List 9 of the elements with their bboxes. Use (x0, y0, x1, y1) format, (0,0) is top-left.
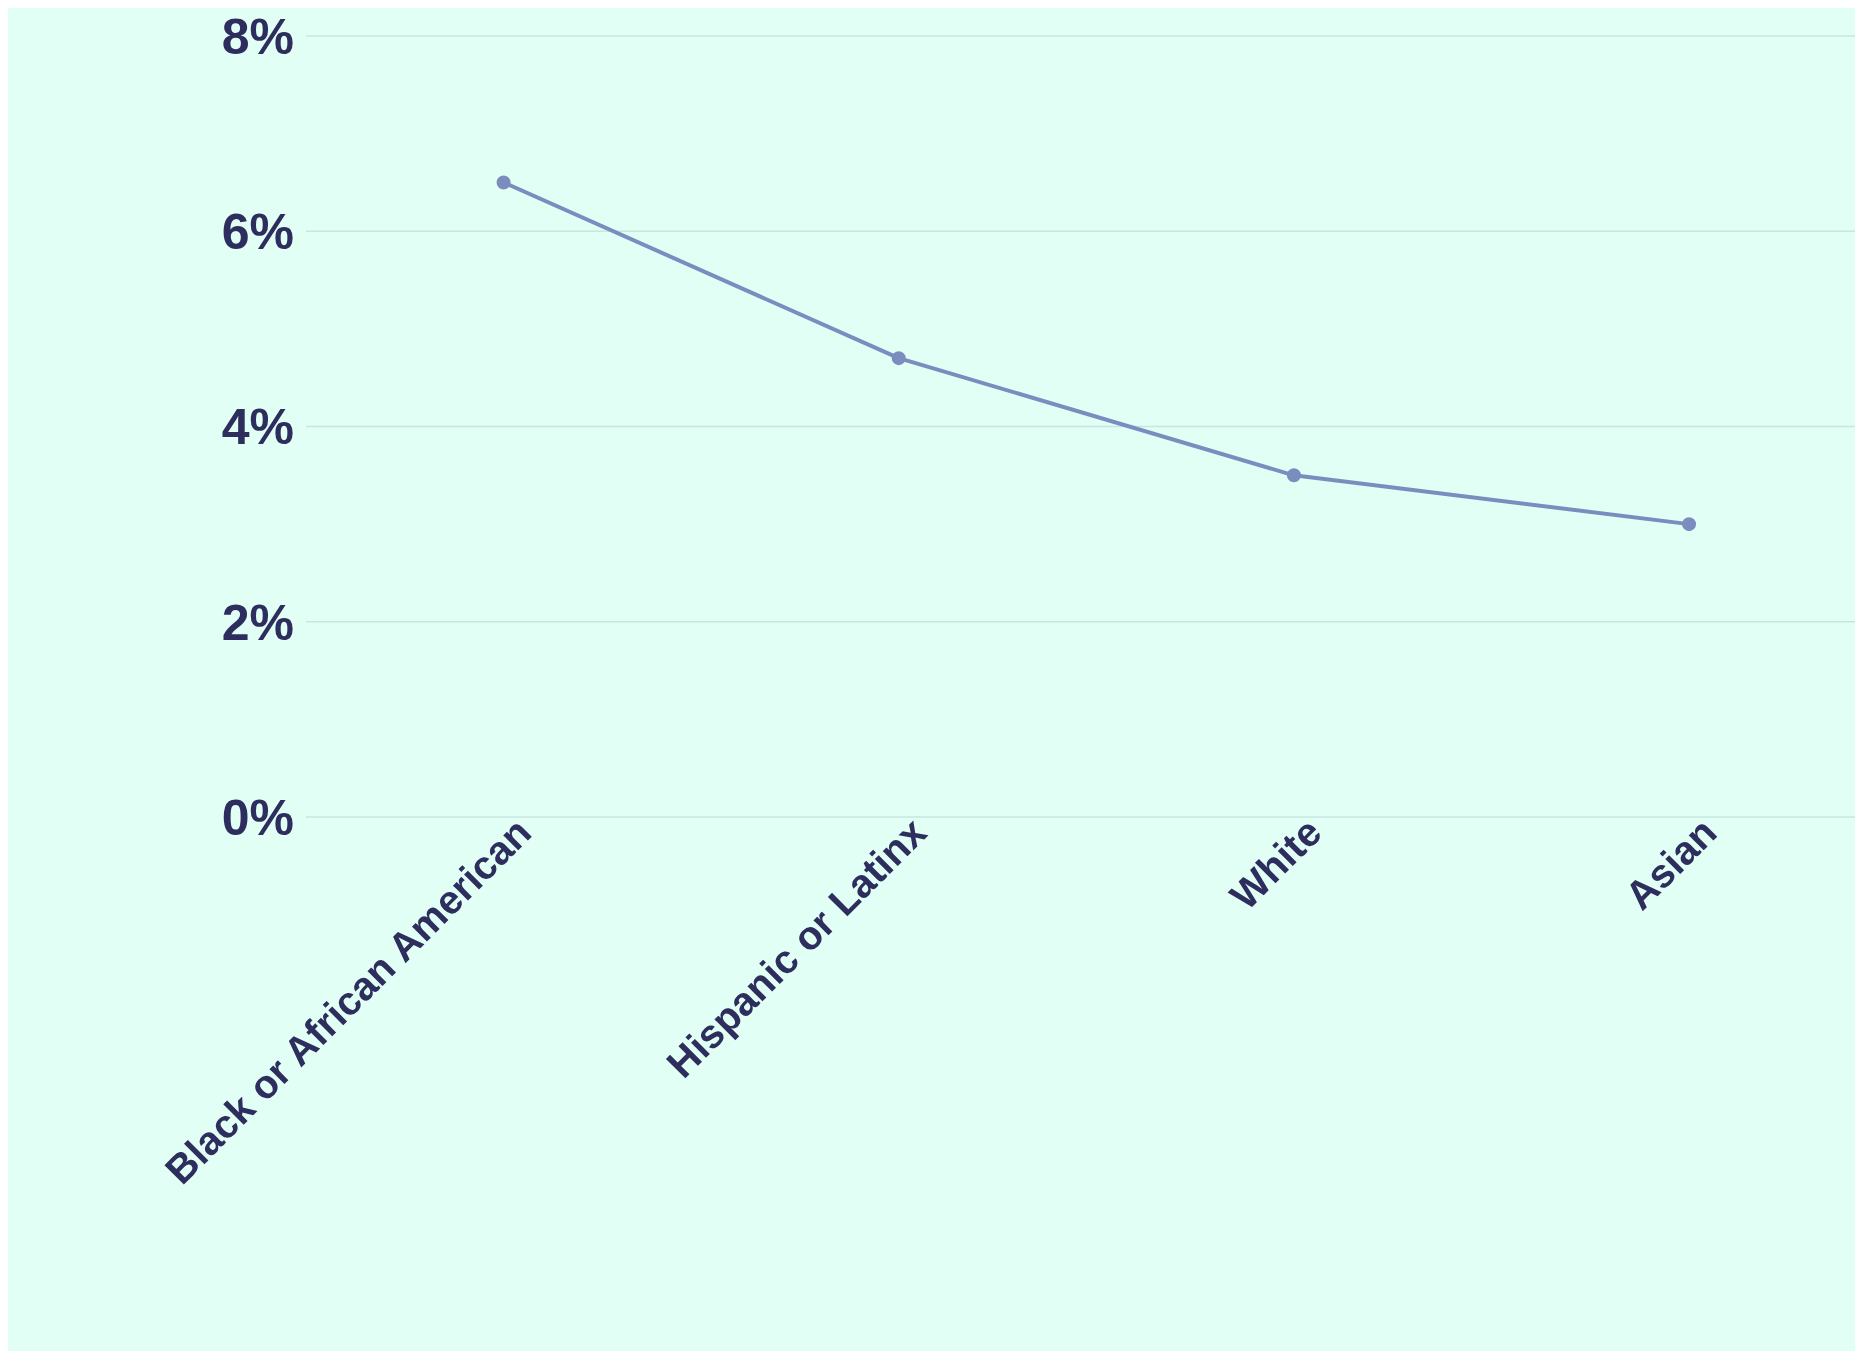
y-tick-label: 6% (221, 204, 294, 260)
y-tick-label: 4% (221, 399, 294, 456)
y-tick-label: 8% (221, 8, 294, 65)
point (496, 175, 511, 190)
point (1286, 468, 1301, 483)
point (891, 351, 906, 366)
point (1682, 517, 1697, 532)
y-tick-label: 0% (221, 789, 294, 846)
y-tick-label: 2% (221, 594, 294, 651)
